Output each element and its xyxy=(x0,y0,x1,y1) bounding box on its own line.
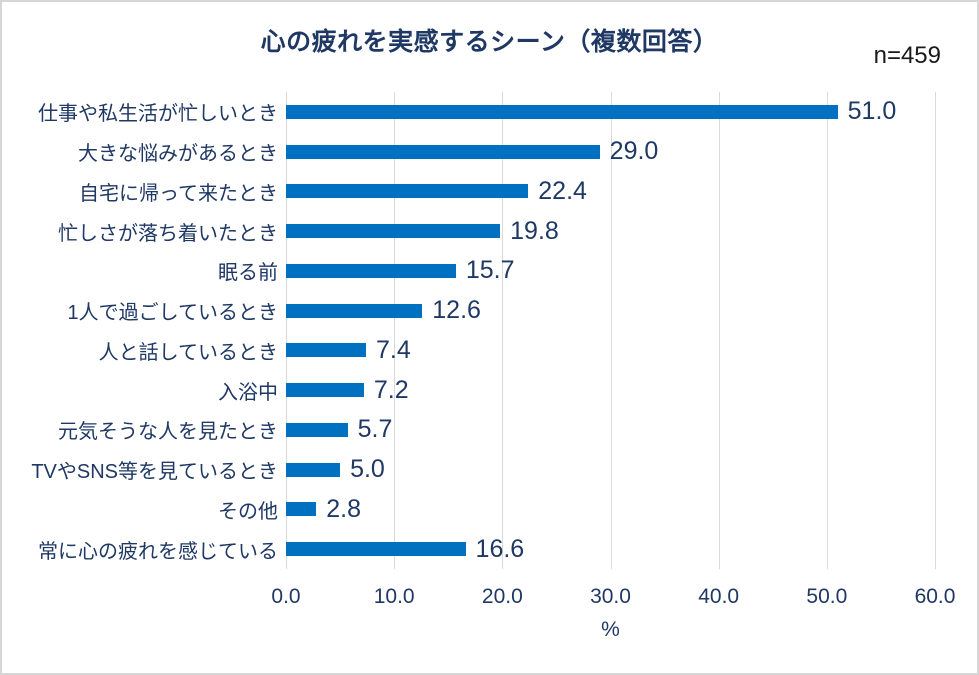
value-label: 19.8 xyxy=(510,216,559,245)
x-tick-label: 30.0 xyxy=(590,585,631,608)
x-tick-label: 20.0 xyxy=(481,585,523,608)
category-label: TVやSNS等を見ているとき xyxy=(31,461,278,484)
bar xyxy=(286,303,423,318)
category-label: 入浴中 xyxy=(218,381,278,404)
value-label: 5.7 xyxy=(357,415,393,444)
x-tick-label: 60.0 xyxy=(914,585,956,608)
bar xyxy=(286,502,317,517)
bar xyxy=(286,542,466,557)
x-tick-label: 10.0 xyxy=(373,585,415,608)
category-label: 仕事や私生活が忙しいとき xyxy=(38,103,278,126)
value-label: 16.6 xyxy=(475,534,525,563)
bar xyxy=(286,224,501,239)
value-label: 22.4 xyxy=(538,176,587,205)
gridline xyxy=(286,92,287,569)
bar xyxy=(286,383,364,398)
bar xyxy=(286,263,456,278)
value-label: 7.4 xyxy=(376,335,411,364)
category-label: その他 xyxy=(218,500,278,523)
x-axis-ticks: 0.0 10.0 20.0 30.0 40.0 50.0 60.0 xyxy=(271,585,955,609)
gridline xyxy=(826,92,828,569)
category-label: 自宅に帰って来たとき xyxy=(79,182,278,205)
value-label: 2.8 xyxy=(326,494,362,523)
category-label: 人と話しているとき xyxy=(98,341,278,364)
bar xyxy=(286,343,367,358)
sample-size-label: n=459 xyxy=(873,42,941,69)
x-tick-label: 50.0 xyxy=(806,585,848,608)
bar xyxy=(286,422,348,437)
x-tick-label: 0.0 xyxy=(271,585,301,608)
gridline xyxy=(935,92,936,569)
bar xyxy=(286,144,600,159)
bar xyxy=(286,184,529,199)
value-label: 7.2 xyxy=(373,375,409,404)
gridline xyxy=(394,92,396,569)
category-label: 眠る前 xyxy=(218,262,278,285)
x-axis-label: % xyxy=(601,618,620,641)
chart-title: 心の疲れを実感するシーン（複数回答） xyxy=(260,28,719,56)
value-label: 12.6 xyxy=(432,296,481,325)
gridline xyxy=(718,92,720,569)
category-axis: 仕事や私生活が忙しいとき大きな悩みがあるとき 自宅に帰って来たとき忙しさが落ち着い… xyxy=(10,92,278,569)
gridline xyxy=(610,92,612,569)
gridline xyxy=(502,92,504,569)
bar xyxy=(286,462,341,477)
category-label: 元気そうな人を見たとき xyxy=(58,421,278,444)
value-label: 51.0 xyxy=(847,97,897,126)
category-label: 忙しさが落ち着いたとき xyxy=(58,222,278,245)
x-tick-label: 40.0 xyxy=(698,585,740,608)
value-label: 5.0 xyxy=(350,455,385,484)
value-label: 15.7 xyxy=(465,256,515,285)
bar xyxy=(286,104,838,119)
category-label: 常に心の疲れを感じている xyxy=(38,540,278,563)
plot-area: 51.0 29.0 22.4 19.8 15.7 12.6 7.4 7.2 5.7 5.0 2.8 1… xyxy=(286,92,936,569)
category-label: 1人で過ごしているとき xyxy=(67,302,278,325)
category-label: 大きな悩みがあるとき xyxy=(78,143,278,166)
value-label: 29.0 xyxy=(609,137,659,166)
